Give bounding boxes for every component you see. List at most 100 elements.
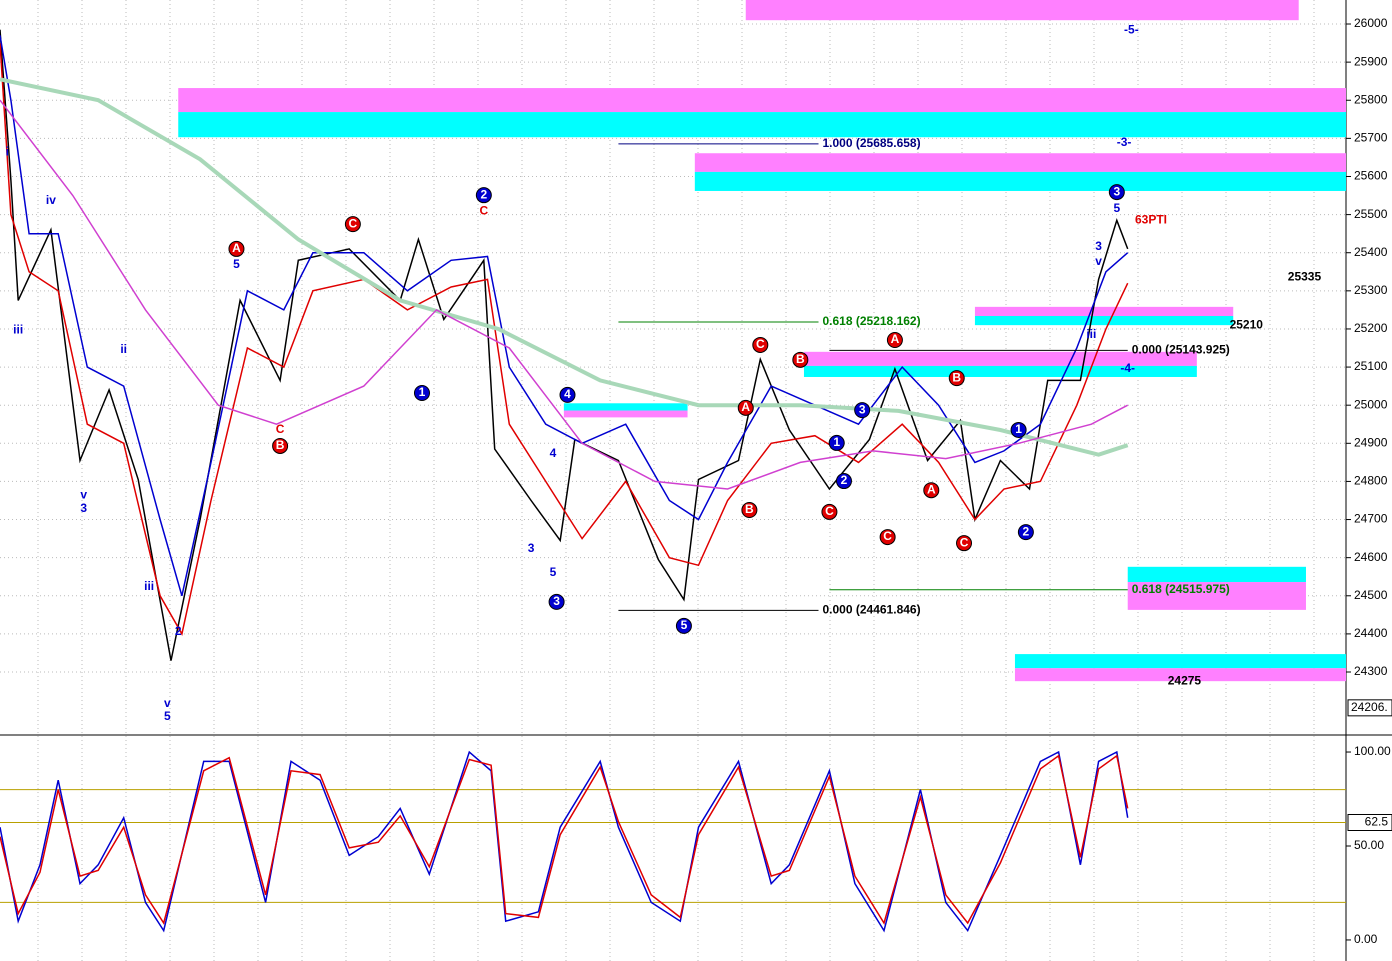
y-tick-label: 25300	[1354, 283, 1388, 297]
wave-label: C	[825, 504, 834, 518]
wave-label: 4	[550, 446, 557, 460]
y-tick-label: 0.00	[1354, 932, 1378, 946]
zone	[974, 315, 1234, 326]
wave-marker	[923, 482, 940, 499]
wave-label: 3	[80, 501, 87, 515]
wave-marker	[344, 216, 361, 233]
series-line	[0, 77, 1129, 457]
wave-label: C	[276, 422, 285, 436]
wave-marker	[879, 529, 896, 546]
wave-marker	[272, 437, 289, 454]
wave-label: 3	[528, 541, 535, 555]
wave-label: A	[891, 332, 900, 346]
fib-label: 0.618 (24515.975)	[1132, 582, 1230, 596]
wave-marker	[228, 240, 245, 257]
zone	[803, 351, 1197, 366]
wave-marker	[752, 336, 769, 353]
y-tick-label: 50.00	[1354, 838, 1384, 852]
y-tick-label: 24400	[1354, 626, 1388, 640]
wave-label: 3	[1095, 239, 1102, 253]
last-value: 62.5	[1365, 815, 1389, 829]
wave-marker	[792, 351, 809, 368]
series-line	[0, 750, 1129, 933]
y-tick-label: 24500	[1354, 588, 1388, 602]
last-label: 24206.	[1351, 700, 1388, 714]
annotation: 63PTI	[1135, 212, 1167, 226]
y-tick-label: 24600	[1354, 550, 1388, 564]
wave-label: 1	[419, 385, 426, 399]
fib-label: 0.618 (25218.162)	[823, 314, 921, 328]
wave-marker	[737, 399, 754, 416]
y-tick-label: 24900	[1354, 435, 1388, 449]
zone	[1127, 566, 1306, 583]
wave-label: C	[883, 529, 892, 543]
wave-marker	[886, 332, 903, 349]
wave-label: 2	[841, 473, 848, 487]
wave-label: 2	[1023, 524, 1030, 538]
wave-label: 5	[1113, 201, 1120, 215]
wave-marker	[821, 503, 838, 520]
wave-label: 1	[1015, 422, 1022, 436]
wave-label: C	[479, 203, 488, 217]
wave-marker	[956, 535, 973, 552]
y-tick-label: 25600	[1354, 169, 1388, 183]
zone	[563, 410, 688, 418]
wave-marker	[948, 370, 965, 387]
series-line	[0, 99, 1129, 490]
wave-label: 5	[164, 709, 171, 723]
fib-label: 0.000 (25143.925)	[1132, 343, 1230, 357]
wave-label: C	[960, 535, 969, 549]
zone	[974, 306, 1234, 316]
wave-label: v	[164, 696, 171, 710]
y-tick-label: 25900	[1354, 54, 1388, 68]
zone	[563, 403, 688, 411]
wave-label: 5	[233, 257, 240, 271]
wave-label: 1	[833, 435, 840, 449]
wave-label: -5-	[1124, 22, 1139, 36]
wave-marker	[675, 617, 692, 634]
wave-marker	[1108, 184, 1125, 201]
wave-label: v	[80, 487, 87, 501]
y-tick-label: 25800	[1354, 92, 1388, 106]
wave-label: B	[796, 352, 805, 366]
annotation: 25210	[1230, 317, 1264, 331]
wave-label: 5	[681, 618, 688, 632]
wave-label: 3	[1113, 184, 1120, 198]
series-line	[0, 35, 1129, 597]
wave-label: B	[276, 438, 285, 452]
wave-label: C	[756, 337, 765, 351]
wave-label: A	[232, 241, 241, 255]
last-box	[1347, 699, 1392, 717]
y-tick-label: 25200	[1354, 321, 1388, 335]
y-tick-label: 25700	[1354, 131, 1388, 145]
wave-label: -4-	[1120, 361, 1135, 375]
wave-marker	[1017, 524, 1034, 541]
wave-label: -3-	[1117, 135, 1132, 149]
wave-label: iii	[13, 322, 23, 336]
zone	[694, 171, 1346, 191]
wave-label: C	[349, 216, 358, 230]
wave-label: v	[1095, 254, 1102, 268]
y-tick-label: 24300	[1354, 664, 1388, 678]
wave-label: iv	[46, 193, 56, 207]
wave-label: iii	[144, 579, 154, 593]
wave-marker	[854, 402, 871, 419]
y-tick-label: 100.00	[1354, 744, 1391, 758]
annotation: 24275	[1168, 674, 1202, 688]
wave-marker	[835, 473, 852, 490]
zone	[178, 88, 1347, 113]
wave-label: 2	[175, 624, 182, 638]
wave-marker	[413, 384, 430, 401]
series-line	[0, 43, 1129, 636]
wave-marker	[741, 502, 758, 519]
wave-label: 3	[553, 594, 560, 608]
wave-label: A	[927, 482, 936, 496]
zone	[694, 153, 1346, 172]
series-line	[0, 754, 1129, 925]
zone	[1127, 582, 1306, 610]
wave-marker	[559, 386, 576, 403]
y-tick-label: 25500	[1354, 207, 1388, 221]
fib-label: 0.000 (24461.846)	[823, 602, 921, 616]
fib-label: 1.000 (25685.658)	[823, 136, 921, 150]
